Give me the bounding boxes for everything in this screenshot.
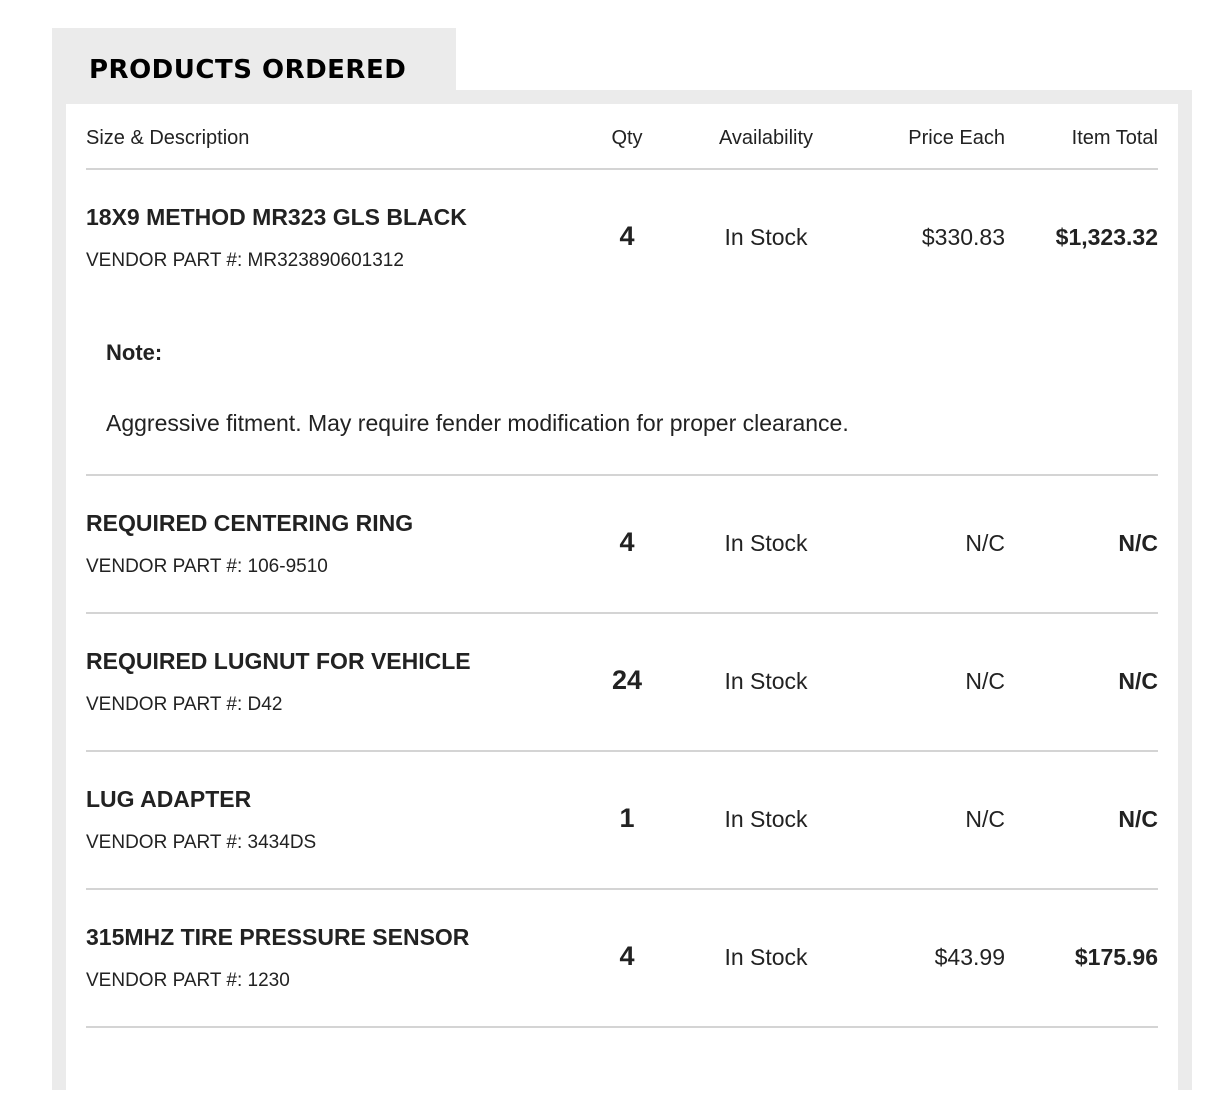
item-qty: 1 xyxy=(619,803,635,833)
table-row: 315MHZ TIRE PRESSURE SENSOR VENDOR PART … xyxy=(86,890,1158,1028)
item-price-each: N/C xyxy=(965,530,1005,556)
note-label: Note: xyxy=(106,340,163,365)
item-name: 315MHZ TIRE PRESSURE SENSOR xyxy=(86,924,470,950)
products-table: Size & Description Qty Availability Pric… xyxy=(86,104,1158,1028)
item-qty: 4 xyxy=(619,527,635,557)
item-total: $175.96 xyxy=(1074,944,1158,970)
item-vendor-part: VENDOR PART #: MR323890601312 xyxy=(86,250,404,271)
item-total: N/C xyxy=(1118,806,1158,832)
header-price-each: Price Each xyxy=(908,127,1005,149)
products-panel xyxy=(66,104,1178,1104)
item-qty: 4 xyxy=(619,221,635,251)
header-availability: Availability xyxy=(718,127,814,149)
table-row: REQUIRED CENTERING RING VENDOR PART #: 1… xyxy=(86,476,1158,614)
table-header: Size & Description Qty Availability Pric… xyxy=(86,104,1158,170)
item-price-each: N/C xyxy=(965,806,1005,832)
item-name: REQUIRED LUGNUT FOR VEHICLE xyxy=(86,648,471,674)
item-availability: In Stock xyxy=(724,944,808,970)
item-vendor-part: VENDOR PART #: D42 xyxy=(86,694,283,715)
item-availability: In Stock xyxy=(724,668,808,694)
item-total: $1,323.32 xyxy=(1055,224,1158,250)
item-qty: 24 xyxy=(611,665,643,695)
item-availability: In Stock xyxy=(724,806,808,832)
item-vendor-part: VENDOR PART #: 3434DS xyxy=(86,832,317,853)
item-price-each: N/C xyxy=(965,668,1005,694)
item-availability: In Stock xyxy=(724,224,808,250)
table-row: REQUIRED LUGNUT FOR VEHICLE VENDOR PART … xyxy=(86,614,1158,752)
table-row: LUG ADAPTER VENDOR PART #: 3434DS 1 In S… xyxy=(86,752,1158,890)
table-row: 18X9 METHOD MR323 GLS BLACK VENDOR PART … xyxy=(86,170,1158,476)
section-title: PRODUCTS ORDERED xyxy=(89,55,407,85)
note-text: Aggressive fitment. May require fender m… xyxy=(106,410,849,436)
item-vendor-part: VENDOR PART #: 1230 xyxy=(86,970,290,991)
header-item-total: Item Total xyxy=(1071,127,1158,149)
item-total: N/C xyxy=(1118,530,1158,556)
item-name: LUG ADAPTER xyxy=(86,786,252,812)
item-qty: 4 xyxy=(619,941,635,971)
item-name: 18X9 METHOD MR323 GLS BLACK xyxy=(86,204,467,230)
item-vendor-part: VENDOR PART #: 106-9510 xyxy=(86,556,328,577)
header-description: Size & Description xyxy=(86,127,250,149)
item-total: N/C xyxy=(1118,668,1158,694)
item-availability: In Stock xyxy=(724,530,808,556)
header-qty: Qty xyxy=(611,127,643,149)
item-name: REQUIRED CENTERING RING xyxy=(86,510,414,536)
item-price-each: $43.99 xyxy=(934,944,1005,970)
item-price-each: $330.83 xyxy=(921,224,1005,250)
